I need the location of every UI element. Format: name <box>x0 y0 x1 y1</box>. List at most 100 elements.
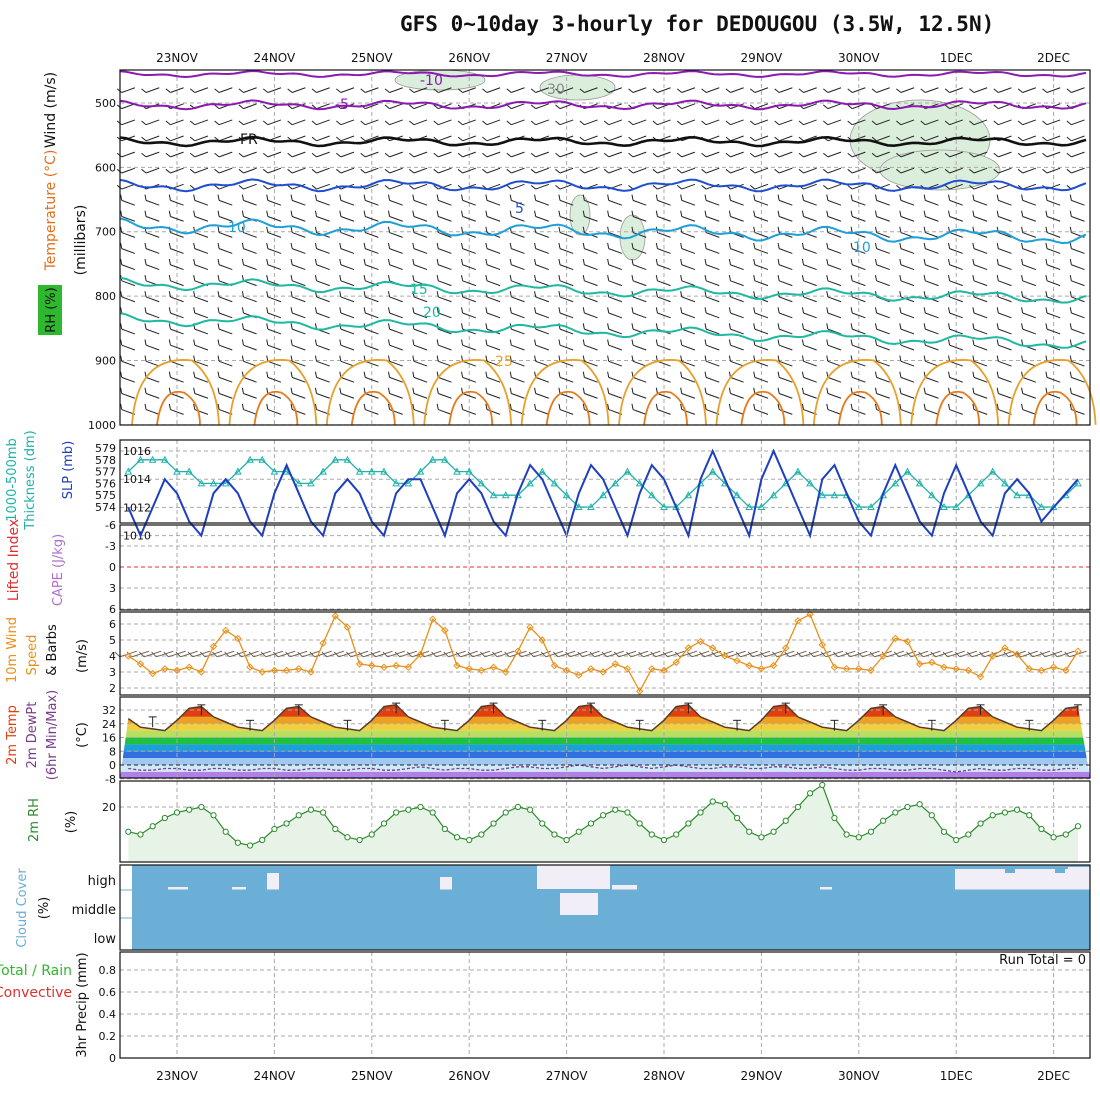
barb-shaft <box>827 360 842 367</box>
wind-barb <box>193 339 209 351</box>
barb-shaft <box>923 650 941 658</box>
barb-shaft <box>681 151 696 158</box>
barb-shaft <box>462 376 476 383</box>
barb-flag <box>120 194 123 201</box>
cloud-sky-background <box>132 865 1090 950</box>
barb-flag <box>290 194 293 201</box>
barb-shaft <box>365 312 379 319</box>
barb-shaft <box>170 376 184 383</box>
barb-flag <box>972 210 975 217</box>
barb-flag <box>1021 210 1024 217</box>
barb-shaft <box>535 376 549 383</box>
wind10-tick-label: 5 <box>109 634 116 647</box>
barb-shaft <box>559 360 574 367</box>
wind-barb <box>165 167 184 174</box>
barb-shaft <box>1022 360 1036 367</box>
barb-flag <box>874 371 878 378</box>
barb-flag <box>436 355 439 362</box>
barb-shaft <box>779 409 793 415</box>
barb-flag <box>896 168 902 174</box>
barb-shaft <box>365 409 379 415</box>
wind10-speed-point <box>587 665 595 673</box>
barb-shaft <box>413 232 428 238</box>
barb-flag <box>1069 258 1072 265</box>
barb-flag <box>168 275 171 281</box>
barb-shaft <box>486 264 501 271</box>
wind-barb <box>485 275 501 287</box>
barb-shaft <box>803 360 817 367</box>
wind-barb <box>530 87 549 93</box>
barb-flag <box>461 339 464 346</box>
wind-barb <box>871 151 890 158</box>
barb-shaft <box>511 151 525 158</box>
wind-barb <box>558 194 574 206</box>
barb-flag <box>266 371 269 378</box>
wind-barb <box>704 210 720 222</box>
barb-flag <box>774 120 780 126</box>
barb-flag <box>193 355 196 362</box>
barb-shaft <box>691 650 710 658</box>
barb-flag <box>899 355 902 362</box>
barb-shaft <box>389 393 403 399</box>
barb-flag <box>412 258 415 265</box>
wind-barb <box>555 151 574 158</box>
rh-point <box>295 812 302 819</box>
wind-barb <box>676 167 696 174</box>
barb-shaft <box>973 344 988 351</box>
barb-shaft <box>1044 650 1063 658</box>
wind-barb <box>314 387 330 399</box>
barb-shaft <box>657 344 671 351</box>
barb-shaft <box>803 103 817 110</box>
wind-barb <box>948 323 963 335</box>
wind-barb <box>1045 371 1061 383</box>
wind-barb <box>579 119 598 126</box>
rh-point <box>685 820 692 827</box>
isotherm-30 <box>837 390 883 425</box>
isotherm-minus5 <box>119 99 1087 111</box>
wind-barb <box>923 242 939 254</box>
barb-shaft <box>1022 409 1036 415</box>
barb-flag <box>631 387 634 394</box>
isotherm-30 <box>545 390 591 425</box>
barb-flag <box>603 168 610 174</box>
barb-flag <box>701 152 707 158</box>
barb-flag <box>485 339 488 346</box>
barb-shaft <box>218 264 233 271</box>
wind-barb <box>655 275 671 287</box>
rh-point <box>271 825 278 833</box>
barb-flag <box>406 651 413 658</box>
barb-flag <box>290 226 293 233</box>
barb-shaft <box>243 409 257 415</box>
wind-barb <box>655 291 671 303</box>
temp-tick-label: 0 <box>109 759 116 772</box>
barb-shaft <box>389 296 403 303</box>
wind10-speed-point <box>903 637 912 646</box>
barb-flag <box>241 275 244 281</box>
temp-panel-frame <box>119 696 1091 779</box>
barb-flag <box>972 226 975 233</box>
date-label-bottom: 28NOV <box>643 1069 685 1083</box>
wind-barb <box>899 291 915 303</box>
barb-shaft <box>413 296 428 303</box>
barb-shaft <box>779 296 793 303</box>
barb-flag <box>823 168 829 174</box>
thickness-point <box>416 467 425 475</box>
barb-flag <box>1066 152 1072 158</box>
thickness-point <box>611 479 620 487</box>
barb-shaft <box>365 328 379 335</box>
wind-barb <box>509 339 525 351</box>
barb-flag <box>631 403 634 410</box>
rh-point <box>1038 825 1045 833</box>
barb-shaft <box>462 87 476 93</box>
wind10-speed-point <box>368 661 376 670</box>
wind-barb <box>120 226 136 238</box>
temp-tick-label: -8 <box>105 773 116 786</box>
wind-barb <box>314 210 330 222</box>
wind-barb <box>534 258 549 271</box>
barb-flag <box>655 307 658 314</box>
barb-shaft <box>681 328 696 335</box>
thickness-point <box>270 467 279 475</box>
barb-flag <box>558 194 561 201</box>
barb-flag <box>798 152 804 158</box>
